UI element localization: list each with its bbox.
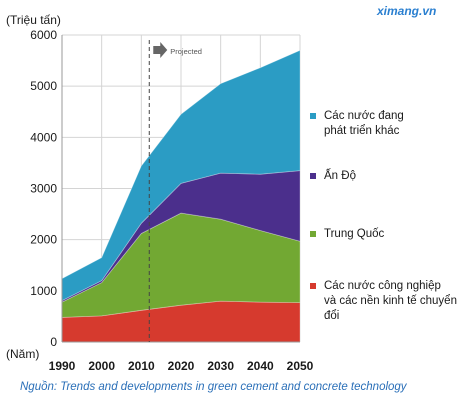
legend-label-china: Trung Quốc: [324, 228, 385, 240]
x-tick-label-2050: 2050: [287, 359, 314, 373]
x-axis-title: (Năm): [6, 347, 40, 361]
legend-swatch-india: [310, 173, 316, 179]
projection-marker: Projected: [148, 40, 202, 342]
source-note: Nguồn: Trends and developments in green …: [20, 381, 407, 393]
legend-item-india: Ấn Độ: [310, 169, 356, 184]
y-tick-label-6000: 6000: [30, 28, 57, 42]
area-series-others: [61, 49, 301, 302]
legend-item-china: Trung Quốc: [310, 227, 384, 242]
legend-label-others: Các nước đang phát triển khác: [324, 110, 404, 137]
area-series-india: [61, 170, 301, 303]
tick-labels: 0 1000 2000 3000 4000 5000 6000 1990 2000 2010 202…: [30, 28, 313, 373]
x-tick-label-2010: 2010: [128, 359, 155, 373]
legend-label-india: Ấn Độ: [324, 170, 356, 182]
x-tick-label-2000: 2000: [88, 359, 115, 373]
projection-arrow-icon: [153, 42, 168, 58]
x-tick-label-2040: 2040: [247, 359, 274, 373]
watermark-logo: ximang.vn: [377, 4, 437, 18]
x-tick-label-2020: 2020: [168, 359, 195, 373]
y-tick-label-1000: 1000: [30, 284, 57, 298]
x-tick-label-1990: 1990: [49, 359, 76, 373]
y-axis-unit-label: (Triệu tấn): [6, 13, 61, 27]
y-tick-label-5000: 5000: [30, 79, 57, 93]
y-tick-label-0: 0: [50, 335, 57, 349]
axes: [61, 35, 300, 343]
legend-swatch-others: [310, 113, 316, 119]
legend-item-others: Các nước đang phát triển khác: [310, 109, 404, 139]
area-layers: [61, 49, 301, 343]
legend-swatch-industrial: [310, 283, 316, 289]
y-tick-label-4000: 4000: [30, 130, 57, 144]
y-tick-label-2000: 2000: [30, 233, 57, 247]
x-tick-label-2030: 2030: [207, 359, 234, 373]
legend-swatch-china: [310, 231, 316, 237]
legend-item-industrial: Các nước công nghiệp và các nền kinh tế …: [310, 279, 475, 324]
projection-label: Projected: [170, 47, 202, 56]
y-tick-label-3000: 3000: [30, 182, 57, 196]
legend-label-industrial: Các nước công nghiệp và các nền kinh tế …: [324, 280, 457, 322]
